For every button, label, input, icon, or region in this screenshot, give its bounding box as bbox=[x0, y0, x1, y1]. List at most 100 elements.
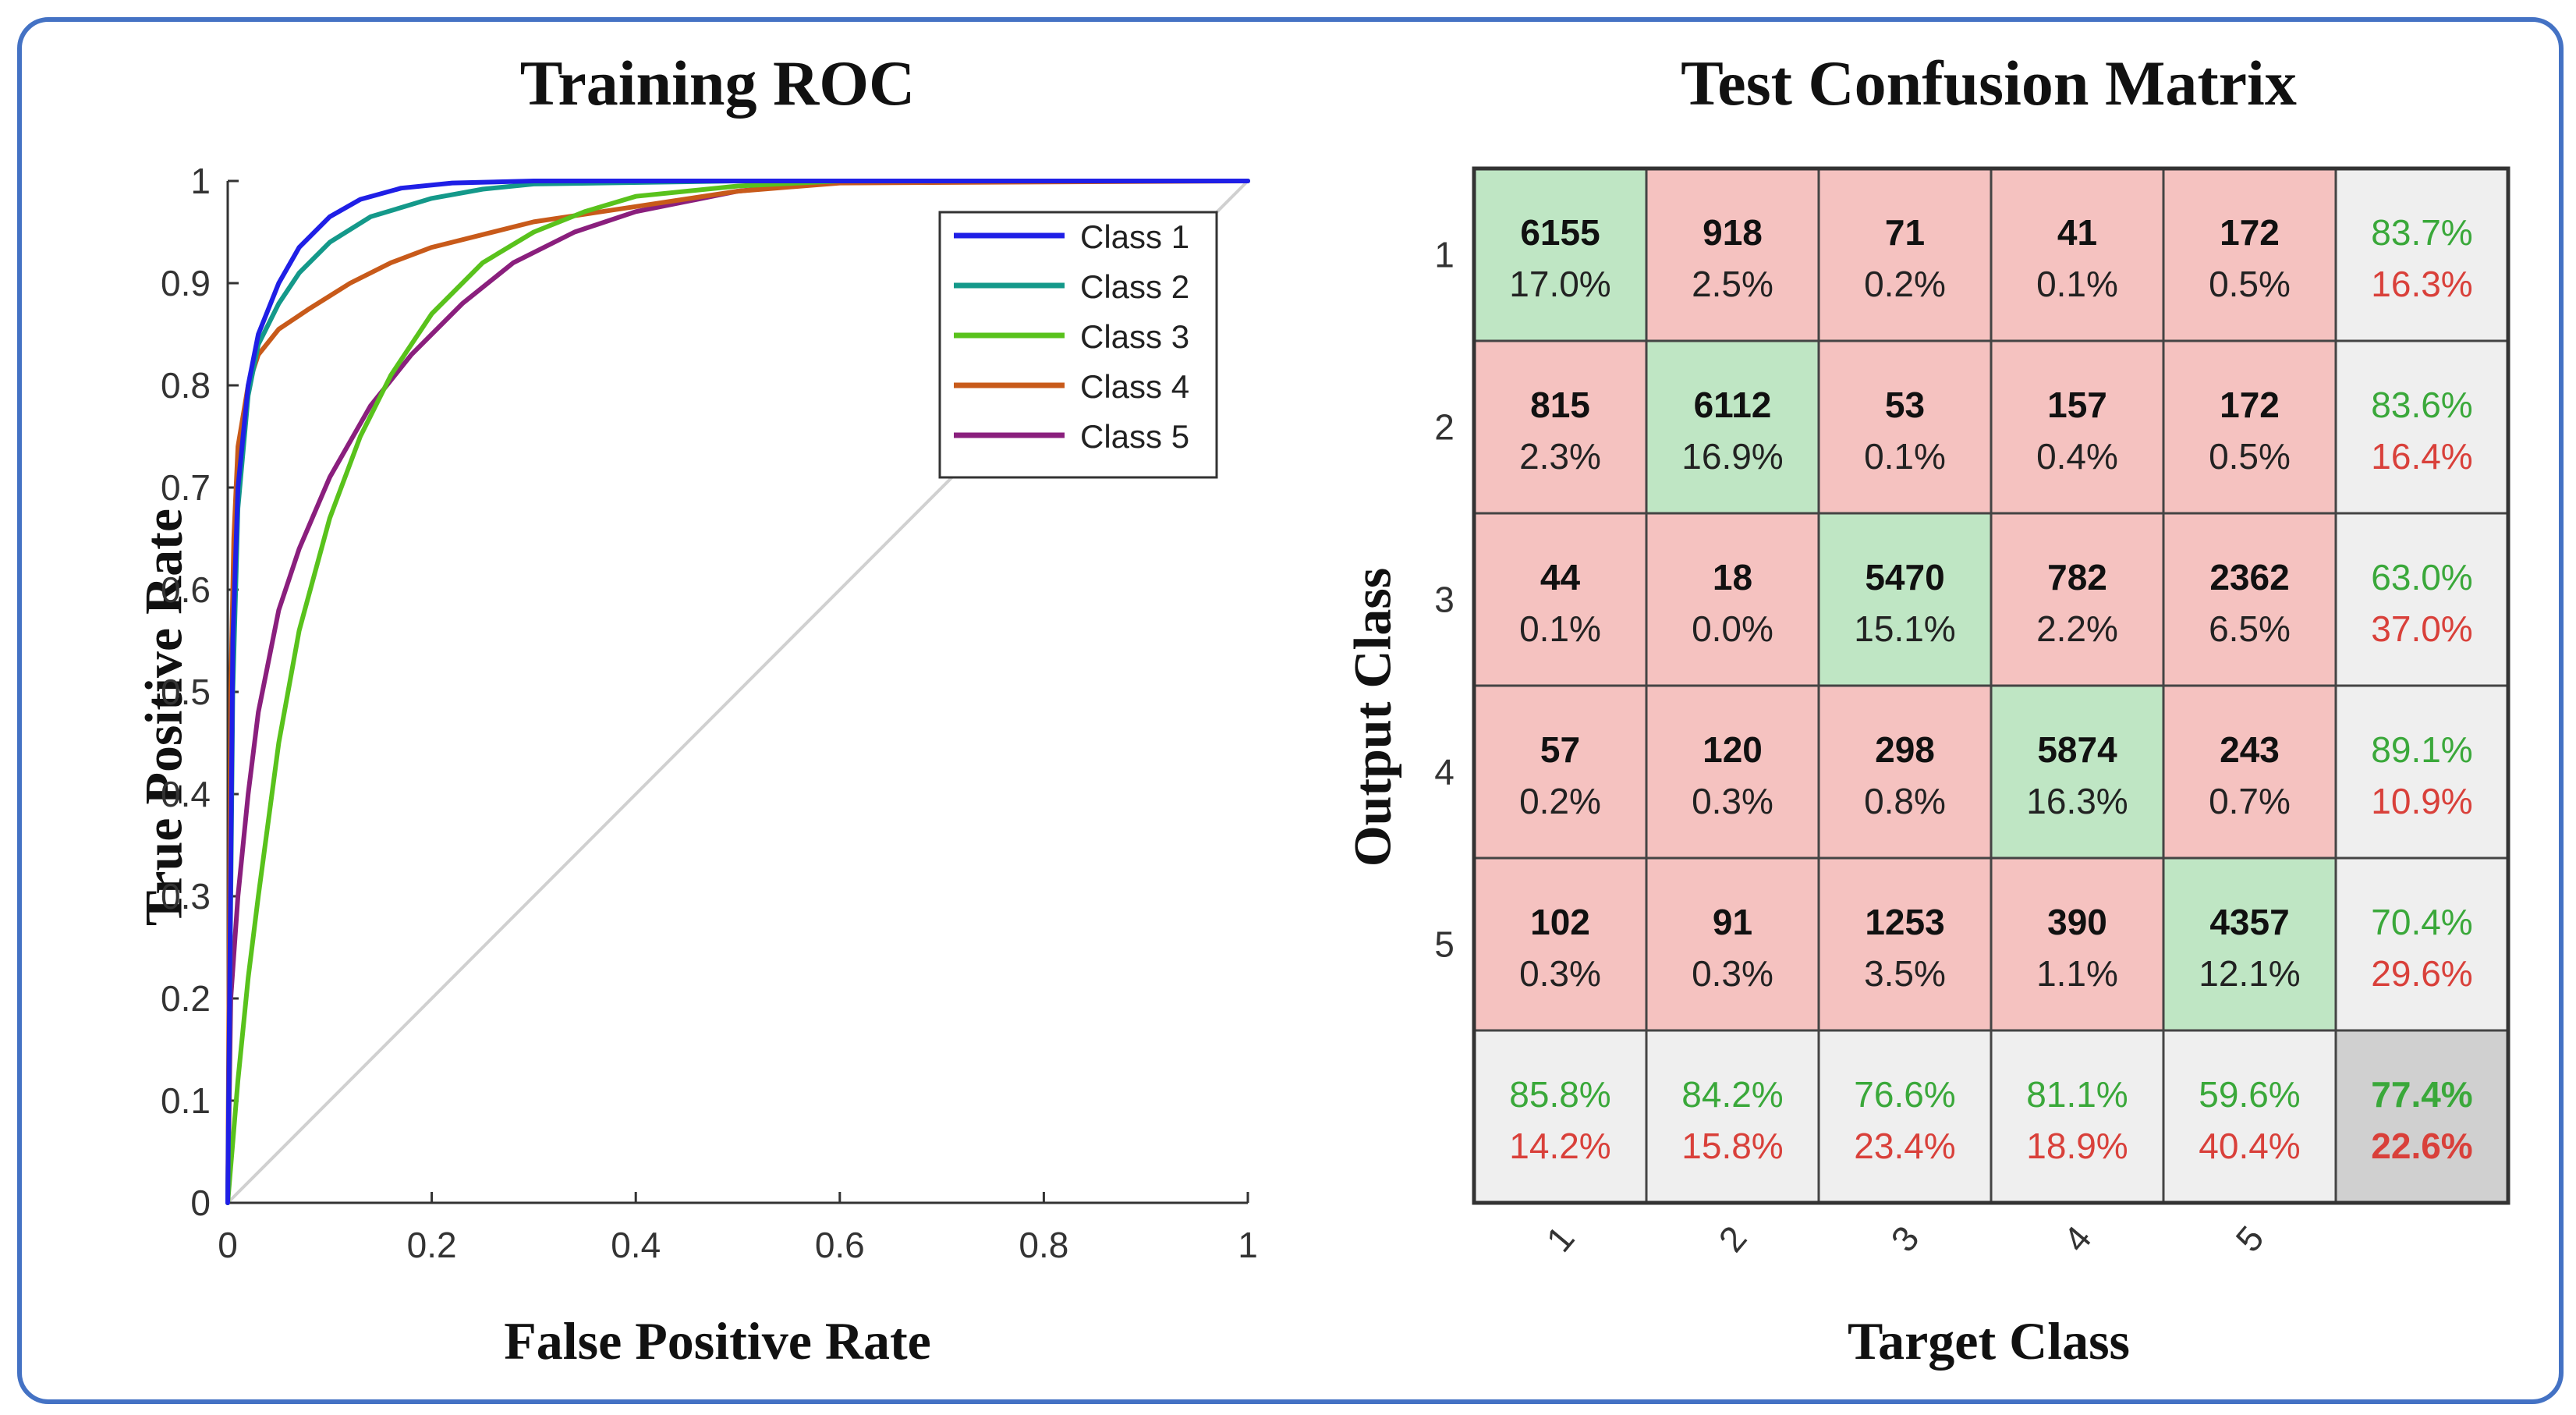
cm-cell-count-r5-c2: 91 bbox=[1713, 902, 1752, 942]
cm-cell-percent-r2-c2: 16.9% bbox=[1681, 436, 1783, 477]
cm-x-axis-label: Target Class bbox=[1847, 1311, 2131, 1371]
cm-cell-count-r2-c5: 172 bbox=[2220, 385, 2280, 425]
roc-legend-label-class-4: Class 4 bbox=[1080, 368, 1189, 405]
roc-y-tick-label: 0.7 bbox=[161, 467, 211, 508]
cm-cell-count-r3-c1: 44 bbox=[1540, 557, 1581, 598]
cm-cell-percent-r5-c5: 12.1% bbox=[2199, 953, 2300, 994]
cm-cell-percent-r3-c5: 6.5% bbox=[2209, 608, 2291, 649]
cm-cell-count-r3-c3: 5470 bbox=[1865, 557, 1944, 598]
cm-cell-count-r1-c1: 6155 bbox=[1520, 212, 1600, 253]
cm-cell-percent-r2-c1: 2.3% bbox=[1519, 436, 1601, 477]
cm-row-summary-correct-4: 89.1% bbox=[2371, 729, 2472, 770]
cm-cell-r3-c2 bbox=[1645, 512, 1820, 687]
cm-row-summary-correct-2: 83.6% bbox=[2371, 385, 2472, 425]
cm-cell-percent-r5-c1: 0.3% bbox=[1519, 953, 1601, 994]
cm-cell-count-r5-c5: 4357 bbox=[2209, 902, 2289, 942]
cm-cell-r2-c3 bbox=[1817, 339, 1993, 515]
roc-y-tick-label: 1 bbox=[190, 161, 211, 201]
cm-cell-r2-c5 bbox=[2162, 339, 2337, 515]
cm-row-summary-correct-1: 83.7% bbox=[2371, 212, 2472, 253]
roc-y-tick-label: 0.4 bbox=[161, 774, 211, 814]
cm-row-summary-error-1: 16.3% bbox=[2371, 264, 2472, 304]
cm-row-summary-error-2: 16.4% bbox=[2371, 436, 2472, 477]
roc-y-tick-label: 0.1 bbox=[161, 1080, 211, 1121]
cm-row-summary-error-3: 37.0% bbox=[2371, 608, 2472, 649]
cm-col-label-4: 4 bbox=[2055, 1218, 2099, 1259]
roc-curve-class-1 bbox=[225, 179, 1250, 1205]
cm-cell-r3-c3 bbox=[1817, 512, 1993, 687]
cm-cell-r5-c5 bbox=[2162, 856, 2337, 1032]
cm-cell-r1-c4 bbox=[1990, 167, 2165, 342]
cm-col-summary-error-2: 15.8% bbox=[1681, 1126, 1783, 1166]
cm-col-label-5: 5 bbox=[2227, 1218, 2271, 1259]
roc-x-tick-label: 0.4 bbox=[611, 1225, 661, 1265]
cm-col-summary-correct-3: 76.6% bbox=[1854, 1074, 1955, 1115]
cm-cell-count-r2-c3: 53 bbox=[1885, 385, 1925, 425]
cm-row-label-2: 2 bbox=[1434, 407, 1455, 448]
cm-cell-percent-r1-c3: 0.2% bbox=[1864, 264, 1946, 304]
cm-cell-percent-r2-c3: 0.1% bbox=[1864, 436, 1946, 477]
cm-cell-r1-c1 bbox=[1472, 167, 1648, 342]
cm-row-summary-correct-3: 63.0% bbox=[2371, 557, 2472, 598]
cm-col-summary-error-5: 40.4% bbox=[2199, 1126, 2300, 1166]
roc-curve-class-3 bbox=[225, 179, 1250, 1205]
cm-cell-r1-c2 bbox=[1645, 167, 1820, 342]
cm-row-summary-2 bbox=[2334, 339, 2510, 515]
cm-col-summary-error-4: 18.9% bbox=[2026, 1126, 2128, 1166]
cm-cell-r5-c1 bbox=[1472, 856, 1648, 1032]
cm-col-summary-1 bbox=[1472, 1029, 1648, 1204]
cm-cell-percent-r5-c4: 1.1% bbox=[2036, 953, 2118, 994]
cm-row-label-5: 5 bbox=[1434, 924, 1455, 965]
cm-col-label-1: 1 bbox=[1538, 1218, 1582, 1259]
cm-cell-r4-c5 bbox=[2162, 684, 2337, 860]
cm-col-summary-correct-1: 85.8% bbox=[1509, 1074, 1610, 1115]
cm-cell-count-r1-c3: 71 bbox=[1885, 212, 1925, 253]
cm-cell-r1-c5 bbox=[2162, 167, 2337, 342]
cm-cell-r4-c3 bbox=[1817, 684, 1993, 860]
confusion-matrix-title: Test Confusion Matrix bbox=[1681, 48, 2297, 119]
cm-cell-percent-r1-c4: 0.1% bbox=[2036, 264, 2118, 304]
cm-cell-r4-c2 bbox=[1645, 684, 1820, 860]
cm-cell-percent-r5-c2: 0.3% bbox=[1692, 953, 1773, 994]
cm-cell-r4-c1 bbox=[1472, 684, 1648, 860]
cm-cell-percent-r3-c3: 15.1% bbox=[1854, 608, 1955, 649]
cm-cell-count-r2-c1: 815 bbox=[1530, 385, 1590, 425]
roc-x-tick-label: 0.8 bbox=[1019, 1225, 1068, 1265]
cm-cell-r2-c1 bbox=[1472, 339, 1648, 515]
cm-cell-count-r4-c5: 243 bbox=[2220, 729, 2280, 770]
cm-cell-r5-c3 bbox=[1817, 856, 1993, 1032]
cm-cell-count-r1-c4: 41 bbox=[2057, 212, 2097, 253]
cm-row-label-4: 4 bbox=[1434, 752, 1455, 793]
cm-cell-count-r1-c5: 172 bbox=[2220, 212, 2280, 253]
cm-cell-count-r5-c4: 390 bbox=[2047, 902, 2107, 942]
cm-cell-percent-r4-c2: 0.3% bbox=[1692, 781, 1773, 821]
cm-cell-count-r4-c4: 5874 bbox=[2037, 729, 2117, 770]
cm-col-summary-error-3: 23.4% bbox=[1854, 1126, 1955, 1166]
cm-col-summary-correct-4: 81.1% bbox=[2026, 1074, 2128, 1115]
cm-cell-r3-c1 bbox=[1472, 512, 1648, 687]
cm-cell-r1-c3 bbox=[1817, 167, 1993, 342]
roc-title: Training ROC bbox=[519, 48, 916, 119]
cm-cell-count-r4-c2: 120 bbox=[1703, 729, 1763, 770]
cm-col-summary-correct-5: 59.6% bbox=[2199, 1074, 2300, 1115]
cm-row-summary-3 bbox=[2334, 512, 2510, 687]
cm-cell-count-r2-c4: 157 bbox=[2047, 385, 2107, 425]
cm-col-label-3: 3 bbox=[1883, 1218, 1926, 1259]
cm-cell-r2-c4 bbox=[1990, 339, 2165, 515]
cm-col-summary-error-1: 14.2% bbox=[1509, 1126, 1610, 1166]
cm-overall-accuracy: 77.4% bbox=[2371, 1074, 2472, 1115]
cm-col-label-2: 2 bbox=[1710, 1218, 1754, 1259]
cm-cell-percent-r2-c5: 0.5% bbox=[2209, 436, 2291, 477]
cm-row-summary-5 bbox=[2334, 856, 2510, 1032]
cm-cell-count-r5-c3: 1253 bbox=[1865, 902, 1944, 942]
roc-legend-label-class-1: Class 1 bbox=[1080, 218, 1189, 255]
roc-x-tick-label: 1 bbox=[1238, 1225, 1258, 1265]
cm-cell-r4-c4 bbox=[1990, 684, 2165, 860]
cm-cell-count-r3-c2: 18 bbox=[1713, 557, 1752, 598]
cm-overall-cell bbox=[2334, 1029, 2510, 1204]
cm-row-summary-error-4: 10.9% bbox=[2371, 781, 2472, 821]
roc-x-tick-label: 0.2 bbox=[407, 1225, 457, 1265]
cm-cell-r3-c5 bbox=[2162, 512, 2337, 687]
roc-legend-label-class-3: Class 3 bbox=[1080, 318, 1189, 355]
